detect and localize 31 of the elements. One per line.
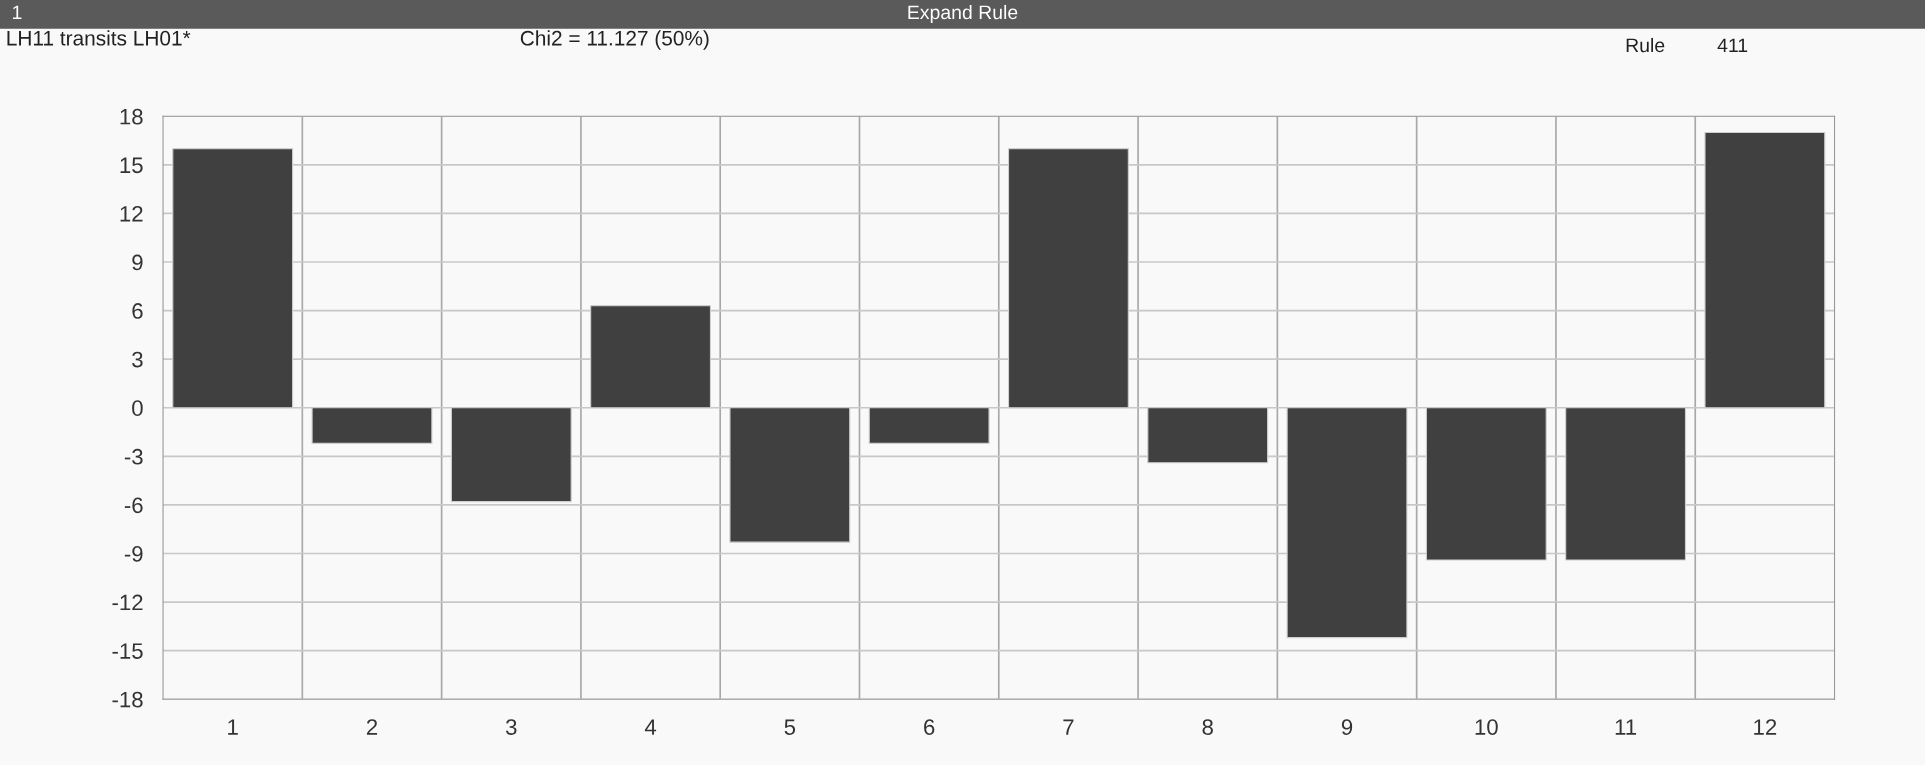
x-tick-label: 12 <box>1754 719 1777 735</box>
y-tick-label: 6 <box>132 303 143 319</box>
x-tick-label: 7 <box>1063 719 1074 735</box>
y-tick-label: -3 <box>124 448 143 465</box>
x-tick-label: 4 <box>644 719 657 735</box>
y-tick-label: -15 <box>112 643 143 659</box>
chart-title: LH11 transits LH01* <box>7 30 191 46</box>
x-tick-label: 3 <box>505 719 517 735</box>
x-tick-label: 6 <box>924 719 935 735</box>
x-tick-label: 5 <box>784 719 796 735</box>
y-tick-label: -6 <box>124 497 143 514</box>
y-tick-label: 18 <box>120 108 143 125</box>
y-tick-label: -18 <box>112 691 143 708</box>
x-tick-label: 2 <box>366 719 378 735</box>
x-tick-label: 11 <box>1615 719 1637 735</box>
text: 1 <box>13 5 22 20</box>
y-tick-label: -9 <box>124 546 143 562</box>
y-tick-label: 3 <box>132 351 143 368</box>
y-tick-label: 15 <box>120 157 143 174</box>
x-tick-label: 1 <box>228 719 238 735</box>
chart-subtitle: Chi2 = 11.127 (50%) <box>520 30 709 50</box>
y-tick-label: 9 <box>132 254 143 271</box>
y-tick-label: -12 <box>112 594 143 611</box>
text: Expand Rule <box>908 4 1018 24</box>
text: Rule <box>1626 37 1665 53</box>
x-tick-label: 9 <box>1341 719 1353 735</box>
text: 411 <box>1717 38 1748 53</box>
x-tick-label: 8 <box>1202 719 1213 735</box>
x-tick-label: 10 <box>1475 719 1498 735</box>
y-tick-label: 12 <box>120 205 143 222</box>
y-tick-label: 0 <box>132 400 143 417</box>
